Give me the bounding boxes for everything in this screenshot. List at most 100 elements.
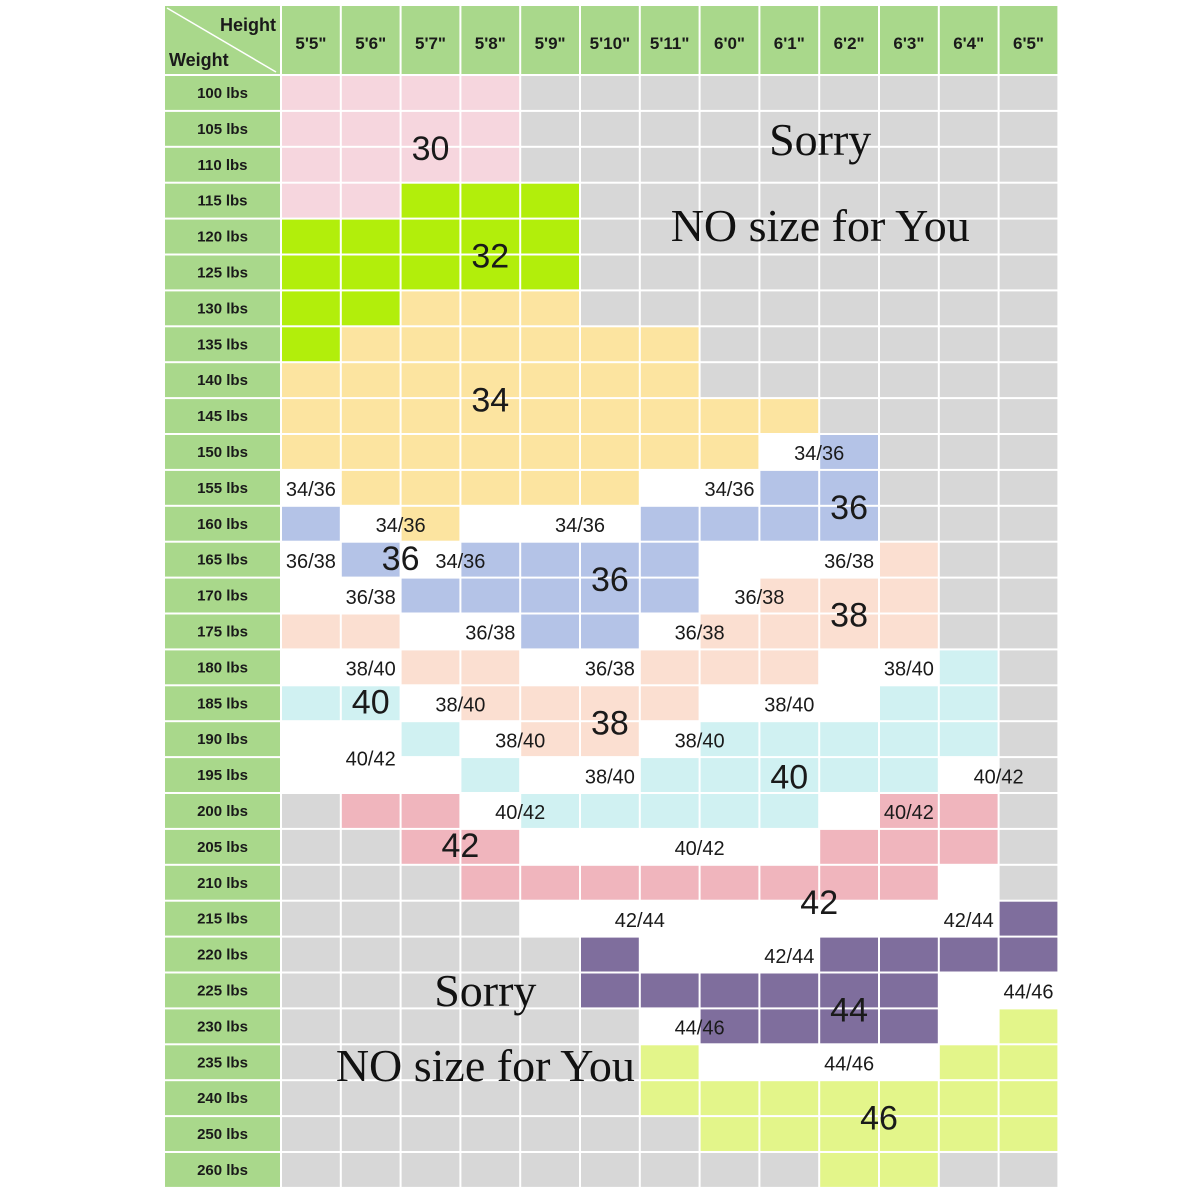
size-cell (400, 757, 462, 794)
size-cell (700, 973, 759, 1008)
no-size-cell (282, 1117, 340, 1151)
size-cell (461, 255, 520, 290)
no-size-cell (700, 219, 759, 254)
size-cell (521, 686, 579, 721)
size-label: 42/44 (764, 946, 814, 968)
size-cell (341, 183, 400, 218)
size-cell (760, 614, 819, 649)
weight-row-header (165, 578, 280, 613)
size-cell (340, 757, 402, 794)
size-cell (401, 76, 460, 110)
size-cell (581, 794, 639, 828)
no-size-cell (521, 111, 579, 146)
size-cell (521, 183, 579, 218)
size-label: 34/36 (435, 551, 485, 573)
no-size-cell (581, 1153, 639, 1187)
size-label: 36/38 (675, 623, 725, 645)
no-size-cell (341, 973, 400, 1008)
size-cell (938, 972, 1000, 1010)
weight-row-header (165, 435, 280, 469)
size-cell (639, 828, 701, 866)
weight-row-label: 155 lbs (197, 480, 248, 497)
no-size-cell (999, 363, 1058, 398)
no-size-cell (401, 865, 460, 900)
no-size-cell (760, 76, 819, 110)
no-size-cell (521, 76, 579, 110)
height-column-header (282, 6, 340, 74)
size-label: 38 (830, 597, 868, 635)
size-cell (759, 434, 821, 471)
weight-row-header (165, 183, 280, 218)
no-size-cell (640, 111, 699, 146)
height-column-label: 6'5" (1013, 34, 1044, 53)
no-size-cell (521, 147, 579, 182)
no-size-cell (282, 937, 340, 972)
weight-row-header (165, 399, 280, 433)
weight-row-label: 110 lbs (197, 157, 247, 174)
size-cell (460, 721, 522, 759)
no-size-cell (820, 363, 878, 398)
no-size-cell (999, 578, 1058, 613)
no-size-cell (999, 147, 1058, 182)
no-size-cell (760, 255, 819, 290)
size-label: 36/38 (585, 659, 635, 681)
size-cell (700, 758, 759, 792)
height-column-label: 6'1" (774, 34, 805, 53)
size-cell (460, 793, 522, 830)
weight-row-header (165, 1045, 280, 1080)
no-size-cell (880, 327, 938, 362)
no-size-cell (939, 183, 998, 218)
size-cell (820, 829, 878, 864)
size-cell (640, 686, 699, 721)
size-cell (640, 506, 699, 541)
no-size-cell (700, 183, 759, 218)
size-cell (401, 219, 460, 254)
no-size-cell (820, 76, 878, 110)
no-size-cell (880, 470, 938, 505)
size-cell (340, 649, 402, 687)
weight-row-label: 190 lbs (197, 731, 248, 748)
size-label: 42 (441, 827, 479, 865)
size-cell (759, 900, 821, 938)
size-cell (461, 76, 520, 110)
no-size-cell (939, 614, 998, 649)
size-label: 36/38 (346, 587, 396, 609)
size-cell (880, 722, 938, 757)
weight-row-label: 185 lbs (197, 695, 248, 712)
weight-row-header (165, 111, 280, 146)
no-size-cell (760, 1153, 819, 1187)
no-size-cell (760, 183, 819, 218)
no-size-cell (341, 1045, 400, 1080)
no-size-cell (999, 291, 1058, 326)
size-cell (581, 614, 639, 649)
size-cell (939, 937, 998, 972)
size-cell (401, 578, 460, 613)
size-cell (400, 541, 462, 579)
size-cell (819, 649, 880, 687)
height-column-label: 6'2" (834, 34, 865, 53)
no-size-cell (820, 291, 878, 326)
size-label: 36/38 (824, 551, 874, 573)
size-cell (939, 650, 998, 685)
size-cell (760, 794, 819, 828)
no-size-cell (880, 435, 938, 469)
corner-diagonal (166, 7, 277, 73)
size-cell (281, 757, 342, 794)
no-size-cell (880, 255, 938, 290)
no-size-cell (401, 1081, 460, 1116)
size-cell (998, 972, 1060, 1010)
size-cell (341, 614, 400, 649)
size-label: 38/40 (884, 659, 934, 681)
no-size-cell (700, 327, 759, 362)
no-size-cell (939, 578, 998, 613)
no-size-cell (939, 470, 998, 505)
weight-row-label: 115 lbs (197, 193, 247, 210)
size-cell (640, 327, 699, 362)
no-size-cell (341, 1117, 400, 1151)
size-cell (581, 686, 639, 721)
size-cell (639, 900, 701, 938)
no-size-cell (760, 111, 819, 146)
size-cell (521, 722, 579, 757)
size-cell (461, 291, 520, 326)
no-size-cell (640, 76, 699, 110)
